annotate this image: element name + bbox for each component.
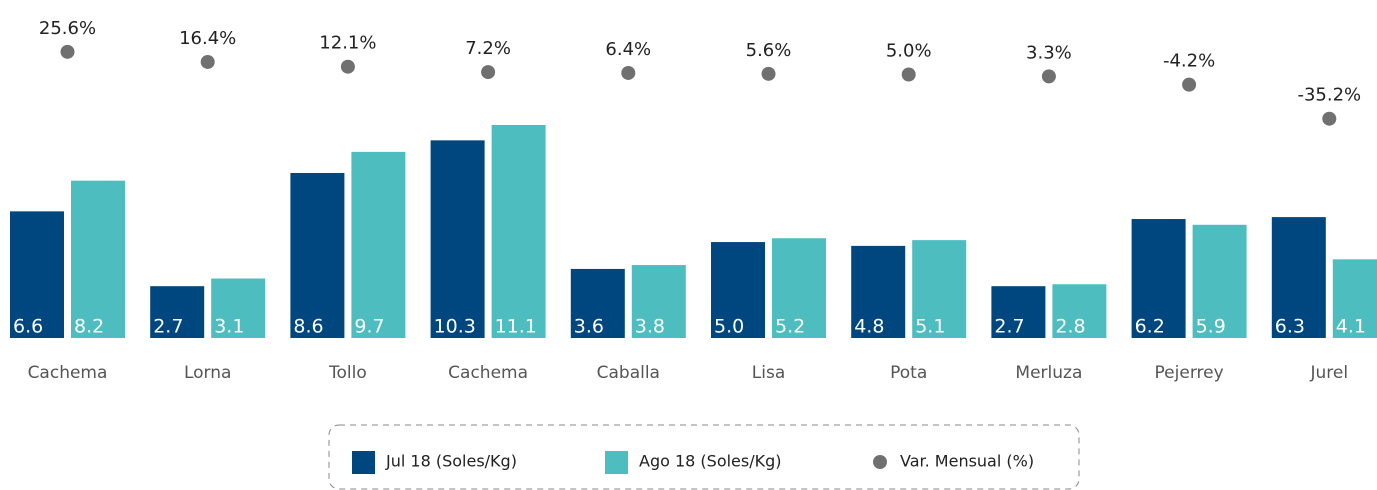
dot bbox=[60, 44, 75, 59]
data-label: 25.6% bbox=[39, 18, 96, 39]
data-label: 3.6 bbox=[574, 316, 604, 338]
data-label: 3.8 bbox=[635, 316, 665, 338]
data-label: 5.9 bbox=[1196, 316, 1226, 338]
bar bbox=[851, 245, 906, 338]
bar bbox=[1131, 219, 1186, 338]
bar bbox=[1052, 284, 1107, 338]
legend-marker bbox=[605, 451, 628, 474]
dot bbox=[1322, 111, 1337, 126]
data-label: 3.3% bbox=[1026, 42, 1072, 63]
legend-box bbox=[328, 424, 1080, 490]
bar bbox=[430, 140, 485, 338]
data-label: 3.1 bbox=[214, 316, 244, 338]
x-tick-label: Merluza bbox=[1015, 363, 1082, 383]
data-label: 12.1% bbox=[319, 33, 376, 54]
bar bbox=[491, 125, 546, 338]
data-label: 5.1 bbox=[915, 316, 945, 338]
dot bbox=[621, 65, 636, 80]
x-tick-label: Caballa bbox=[597, 363, 660, 383]
data-label: 10.3 bbox=[434, 316, 476, 338]
bar bbox=[211, 278, 266, 338]
dot bbox=[340, 59, 355, 74]
data-label: 5.0% bbox=[886, 41, 932, 62]
data-label: 6.6 bbox=[13, 316, 43, 338]
dot bbox=[1041, 69, 1056, 84]
bar bbox=[631, 265, 686, 338]
data-label: 8.6 bbox=[293, 316, 323, 338]
dot bbox=[200, 54, 215, 69]
legend-label: Jul 18 (Soles/Kg) bbox=[385, 452, 517, 471]
x-tick-label: Pota bbox=[890, 363, 927, 383]
bar bbox=[10, 211, 64, 338]
x-tick-label: Lisa bbox=[752, 363, 785, 383]
data-label: 7.2% bbox=[465, 38, 511, 59]
dot bbox=[481, 65, 496, 80]
data-label: 5.2 bbox=[775, 316, 805, 338]
x-tick-label: Jurel bbox=[1310, 363, 1349, 383]
x-tick-label: Pejerrey bbox=[1155, 363, 1224, 383]
data-label: 16.4% bbox=[179, 28, 236, 49]
dot bbox=[901, 67, 916, 82]
data-label: 4.1 bbox=[1336, 316, 1366, 338]
data-label: 2.8 bbox=[1055, 316, 1085, 338]
bar bbox=[71, 180, 125, 338]
data-label: 5.0 bbox=[714, 316, 744, 338]
dot bbox=[1182, 77, 1197, 92]
x-tick-label: Cachema bbox=[28, 363, 108, 383]
bar bbox=[570, 268, 625, 338]
bar bbox=[912, 240, 967, 338]
data-label: 4.8 bbox=[854, 316, 884, 338]
bar bbox=[991, 286, 1046, 338]
data-label: 6.4% bbox=[605, 39, 651, 60]
data-label: -35.2% bbox=[1297, 85, 1361, 106]
bar bbox=[1332, 259, 1377, 338]
x-tick-label: Cachema bbox=[448, 363, 528, 383]
legend-marker bbox=[352, 451, 375, 474]
bar bbox=[1192, 224, 1247, 338]
data-label: 9.7 bbox=[354, 316, 384, 338]
bar bbox=[772, 238, 826, 338]
data-label: 8.2 bbox=[74, 316, 104, 338]
data-label: 5.6% bbox=[746, 40, 792, 61]
dot bbox=[761, 66, 776, 81]
data-label: 2.7 bbox=[994, 316, 1024, 338]
bar bbox=[1271, 217, 1326, 338]
data-label: 11.1 bbox=[495, 316, 537, 338]
x-tick-label: Tollo bbox=[328, 363, 367, 383]
bar bbox=[150, 286, 205, 338]
x-tick-label: Lorna bbox=[184, 363, 231, 383]
bar bbox=[351, 151, 406, 338]
legend-label: Var. Mensual (%) bbox=[900, 452, 1034, 471]
data-label: 2.7 bbox=[153, 316, 183, 338]
data-label: 6.2 bbox=[1135, 316, 1165, 338]
data-label: -4.2% bbox=[1163, 51, 1215, 72]
data-label: 6.3 bbox=[1275, 316, 1305, 338]
bar bbox=[711, 242, 765, 338]
legend-label: Ago 18 (Soles/Kg) bbox=[639, 452, 782, 471]
bar bbox=[290, 172, 345, 338]
legend-marker bbox=[873, 455, 887, 469]
